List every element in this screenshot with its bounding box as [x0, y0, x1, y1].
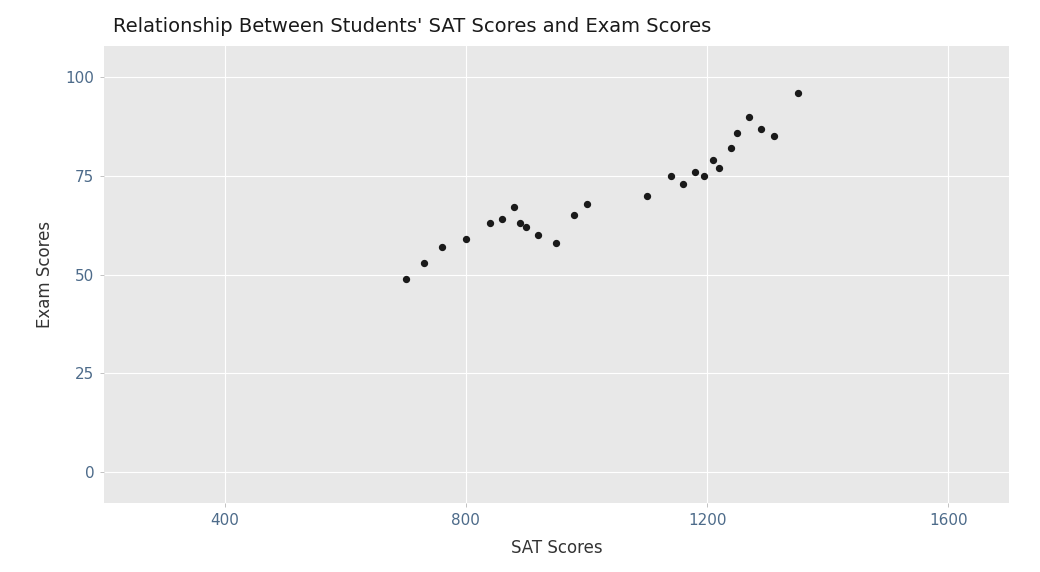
Point — [753, 124, 770, 133]
Point — [397, 274, 414, 283]
Point — [578, 199, 595, 208]
Point — [662, 172, 679, 181]
Point — [742, 112, 758, 121]
Point — [765, 132, 782, 141]
Point — [458, 235, 474, 244]
Point — [789, 89, 806, 98]
Y-axis label: Exam Scores: Exam Scores — [36, 221, 54, 328]
Point — [505, 203, 522, 212]
Point — [705, 156, 722, 165]
Point — [548, 239, 565, 248]
Point — [512, 219, 528, 228]
Point — [530, 231, 547, 240]
Point — [434, 243, 450, 252]
Point — [675, 179, 692, 188]
Point — [686, 168, 703, 177]
Text: Relationship Between Students' SAT Scores and Exam Scores: Relationship Between Students' SAT Score… — [113, 17, 711, 36]
Point — [723, 144, 739, 153]
Point — [711, 164, 728, 173]
Point — [518, 223, 535, 232]
Point — [729, 128, 746, 137]
Point — [696, 172, 712, 181]
Point — [494, 214, 511, 224]
Point — [566, 211, 582, 220]
Point — [482, 219, 498, 228]
Point — [415, 258, 432, 267]
X-axis label: SAT Scores: SAT Scores — [511, 539, 602, 557]
Point — [639, 191, 655, 200]
